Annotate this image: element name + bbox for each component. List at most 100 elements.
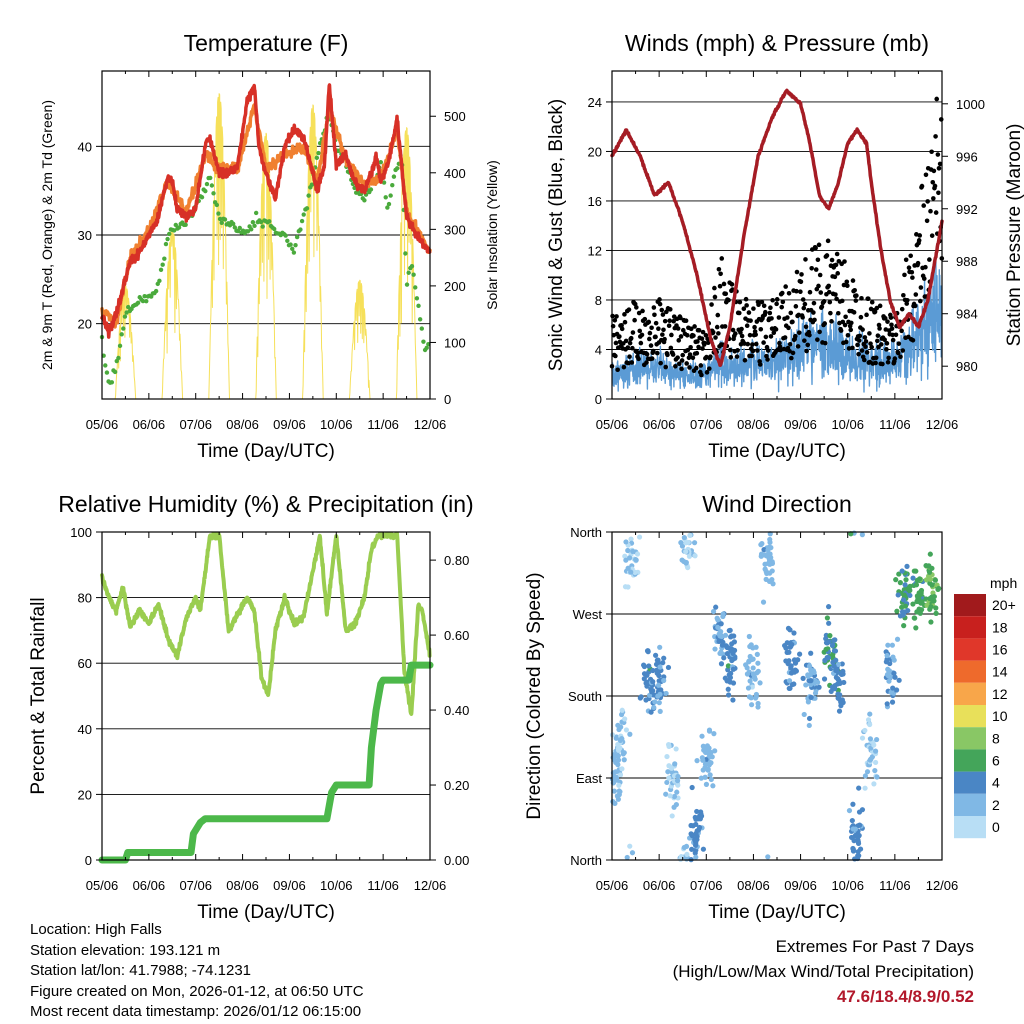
dewpoint-point <box>245 229 251 234</box>
legend-label: 20+ <box>992 597 1016 613</box>
direction-point <box>678 856 684 862</box>
dewpoint-point <box>252 223 257 229</box>
gust-point <box>817 329 822 335</box>
direction-point <box>902 582 908 588</box>
x-tick-label: 08/06 <box>737 878 770 893</box>
legend-label: 6 <box>992 753 1000 769</box>
direction-point <box>859 807 866 813</box>
dewpoint-point <box>291 250 297 255</box>
gust-point <box>875 338 880 344</box>
dewpoint-point <box>385 205 390 210</box>
chart-title: Relative Humidity (%) & Precipitation (i… <box>58 491 473 517</box>
legend-swatch <box>954 749 986 772</box>
gust-point <box>799 272 804 277</box>
dewpoint-point <box>404 282 410 287</box>
direction-point <box>823 646 829 652</box>
gust-point <box>785 315 790 320</box>
direction-point <box>838 703 844 709</box>
gust-point <box>816 283 821 289</box>
gust-point <box>687 365 692 370</box>
gust-point <box>842 322 848 328</box>
direction-point <box>615 747 622 753</box>
direction-point <box>872 767 878 774</box>
gust-point <box>850 278 856 283</box>
gust-point <box>919 183 925 189</box>
direction-point <box>628 536 634 542</box>
gust-point <box>745 341 751 347</box>
direction-point <box>653 652 659 658</box>
y-axis-label: 2m & 9m T (Red, Orange) & 2m Td (Green) <box>39 100 55 370</box>
gust-point <box>621 364 627 370</box>
y2-tick-label: 200 <box>444 279 466 294</box>
gust-point <box>737 299 743 305</box>
gust-point <box>795 344 801 349</box>
direction-point <box>762 566 768 572</box>
gust-point <box>734 354 740 359</box>
direction-point <box>718 621 724 627</box>
direction-point <box>791 657 798 663</box>
direction-point <box>784 640 790 646</box>
legend-label: 14 <box>992 664 1008 680</box>
dewpoint-point <box>203 188 208 194</box>
direction-point <box>750 671 756 677</box>
direction-point <box>667 793 673 799</box>
gust-point <box>777 340 782 346</box>
gust-point <box>707 366 712 371</box>
gust-point <box>929 233 935 238</box>
direction-point <box>833 674 839 681</box>
gust-point <box>927 257 932 262</box>
dewpoint-point <box>288 242 293 247</box>
gust-point <box>928 208 933 214</box>
direction-point <box>830 642 836 648</box>
direction-point <box>730 666 736 672</box>
insolation-line <box>161 228 184 400</box>
direction-point <box>698 811 704 817</box>
direction-point <box>755 660 761 666</box>
gust-point <box>796 330 802 335</box>
gust-point <box>705 340 711 346</box>
gust-point <box>712 285 717 291</box>
direction-point <box>884 701 890 707</box>
direction-point <box>812 690 819 696</box>
direction-point <box>927 551 933 557</box>
y-tick-label: 60 <box>78 656 92 671</box>
gust-point <box>661 327 666 333</box>
direction-point <box>708 760 714 766</box>
x-axis-label: Time (Day/UTC) <box>197 441 335 462</box>
y-axis-label: Percent & Total Rainfall <box>28 597 49 794</box>
direction-point <box>623 727 630 733</box>
gust-point <box>685 347 691 353</box>
direction-point <box>828 688 834 695</box>
direction-point <box>721 655 727 661</box>
direction-point <box>800 675 806 681</box>
gust-point <box>691 333 696 338</box>
direction-point <box>913 582 920 588</box>
direction-point <box>806 663 813 669</box>
gust-point <box>774 297 780 302</box>
gust-point <box>753 332 758 337</box>
extremes-subtitle: (High/Low/Max Wind/Total Precipitation) <box>672 962 974 981</box>
direction-point <box>649 689 655 695</box>
gust-point <box>765 357 770 362</box>
y-tick-label: 20 <box>78 787 92 802</box>
direction-point <box>729 657 735 664</box>
direction-point <box>801 711 807 718</box>
direction-point <box>731 633 737 639</box>
gust-point <box>687 352 693 357</box>
direction-point <box>633 557 639 563</box>
gust-point <box>696 327 702 333</box>
direction-point <box>684 851 690 858</box>
x-tick-label: 10/06 <box>831 878 864 893</box>
gust-point <box>704 370 710 375</box>
x-tick-label: 06/06 <box>133 878 166 893</box>
direction-point <box>691 540 698 546</box>
gust-point <box>755 348 760 353</box>
direction-point <box>727 679 733 685</box>
direction-point <box>792 667 798 673</box>
gust-point <box>834 296 839 302</box>
direction-point <box>933 610 939 616</box>
gust-point <box>888 315 894 320</box>
direction-point <box>904 563 910 569</box>
gust-point <box>786 290 792 296</box>
direction-point <box>765 854 771 860</box>
